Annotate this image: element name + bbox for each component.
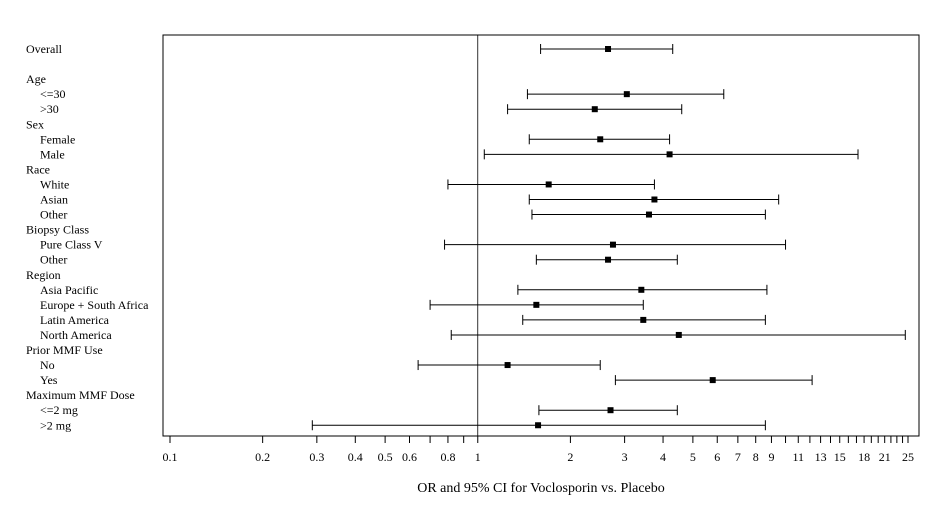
row-label: White (40, 177, 69, 191)
x-tick-label: 6 (714, 450, 720, 464)
row-label: No (40, 358, 55, 372)
row-label: Europe + South Africa (40, 298, 149, 312)
row-label: Male (40, 147, 65, 161)
x-tick-label: 8 (753, 450, 759, 464)
odds-ratio-point (597, 136, 604, 143)
x-tick-label: 3 (622, 450, 628, 464)
odds-ratio-point (709, 377, 716, 384)
group-header: Prior MMF Use (26, 343, 103, 357)
row-label: >30 (40, 102, 59, 116)
odds-ratio-point (533, 301, 540, 308)
odds-ratio-point (675, 331, 682, 338)
x-tick-label: 0.5 (378, 450, 393, 464)
group-header: Maximum MMF Dose (26, 388, 135, 402)
x-tick-label: 0.8 (440, 450, 455, 464)
x-axis-label: OR and 95% CI for Voclosporin vs. Placeb… (417, 481, 665, 496)
x-tick-label: 15 (834, 450, 846, 464)
odds-ratio-point (504, 362, 511, 369)
odds-ratio-point (651, 196, 658, 203)
estimate-marks (311, 44, 906, 431)
row-label: Asian (40, 193, 68, 207)
row-label: Yes (40, 373, 58, 387)
x-tick-label: 0.3 (309, 450, 324, 464)
odds-ratio-point (645, 211, 652, 218)
plot-frame (162, 34, 920, 437)
x-tick-label: 0.4 (348, 450, 363, 464)
odds-ratio-point (607, 407, 614, 414)
x-tick-label: 25 (902, 450, 914, 464)
x-tick-label: 0.6 (402, 450, 417, 464)
x-tick-label: 13 (815, 450, 827, 464)
odds-ratio-point (638, 286, 645, 293)
x-tick-label: 0.2 (255, 450, 270, 464)
odds-ratio-point (545, 181, 552, 188)
row-label: Other (40, 208, 67, 222)
group-header: Race (26, 162, 50, 176)
row-label: Pure Class V (40, 238, 103, 252)
x-tick-label: 2 (567, 450, 573, 464)
row-label: <=2 mg (40, 403, 78, 417)
odds-ratio-point (535, 422, 542, 429)
row-label: North America (40, 328, 112, 342)
odds-ratio-point (640, 316, 647, 323)
row-label: Female (40, 132, 75, 146)
x-tick-label: 9 (768, 450, 774, 464)
odds-ratio-point (666, 151, 673, 158)
row-label: Latin America (40, 313, 110, 327)
x-tick-label: 1 (475, 450, 481, 464)
x-tick-label: 4 (660, 450, 666, 464)
row-label: Other (40, 253, 67, 267)
row-label: <=30 (40, 87, 66, 101)
row-label: Asia Pacific (40, 283, 98, 297)
x-axis: 0.1 0.2 0.3 0.4 0.5 0.6 0.8 1 2 3 4 5 6 7 8 9 11 13 15 18 21… (163, 436, 914, 464)
x-tick-label: 5 (690, 450, 696, 464)
odds-ratio-point (591, 106, 598, 113)
odds-ratio-point (609, 241, 616, 248)
group-header: Age (26, 72, 46, 86)
odds-ratio-point (623, 91, 630, 98)
x-tick-label: 7 (735, 450, 741, 464)
x-tick-label: 0.1 (163, 450, 178, 464)
x-tick-label: 11 (792, 450, 804, 464)
x-tick-label: 18 (858, 450, 870, 464)
group-header: Sex (26, 117, 44, 131)
group-header: Region (26, 268, 61, 282)
group-header: Biopsy Class (26, 223, 89, 237)
odds-ratio-point (605, 256, 612, 263)
odds-ratio-point (605, 46, 612, 52)
row-label: Overall (26, 42, 63, 56)
x-tick-label: 21 (879, 450, 891, 464)
row-label: >2 mg (40, 418, 71, 432)
